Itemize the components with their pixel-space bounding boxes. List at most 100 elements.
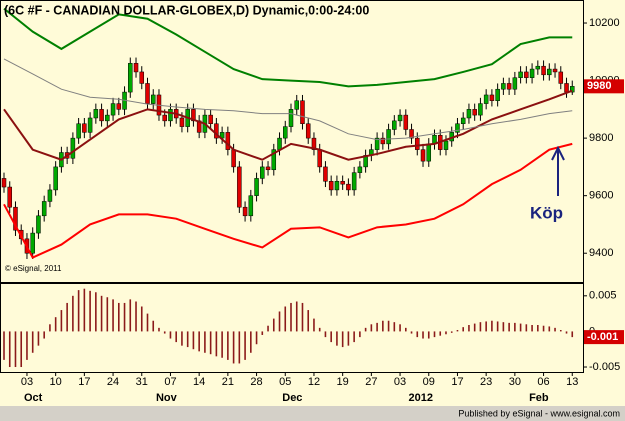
credit: © eSignal, 2011 xyxy=(5,264,62,273)
candle-body xyxy=(529,68,535,78)
x-tick-label: 09 xyxy=(423,376,435,388)
x-month-label: Nov xyxy=(156,392,178,404)
last-value-badge xyxy=(584,330,624,345)
chart-title: (6C #F - CANADIAN DOLLAR-GLOBEX,D) Dynam… xyxy=(4,3,369,17)
x-tick-label: 17 xyxy=(78,376,90,388)
candle-body xyxy=(351,172,357,191)
price-panel xyxy=(0,0,584,283)
candle-body xyxy=(512,77,518,90)
candle-body xyxy=(489,94,495,101)
candle-body xyxy=(139,71,145,84)
candle-body xyxy=(334,181,340,191)
last-value-label: 9980 xyxy=(587,80,611,92)
candle-body xyxy=(168,109,173,122)
candle-body xyxy=(403,114,409,130)
candle-body xyxy=(415,137,420,150)
candle-body xyxy=(53,166,58,191)
indicator-line xyxy=(3,89,573,161)
y-tick-label: 10200 xyxy=(589,17,620,29)
candle-body xyxy=(277,137,282,150)
x-tick-label: 19 xyxy=(337,376,349,388)
candle-body xyxy=(47,189,53,202)
candle-body xyxy=(397,114,403,122)
x-tick-label: 31 xyxy=(136,376,148,388)
candle-body xyxy=(248,195,254,217)
y-tick-label: 9600 xyxy=(589,190,613,202)
indicator-line xyxy=(3,58,573,141)
candle-body xyxy=(283,126,288,139)
y-tick-label: 9400 xyxy=(589,247,613,259)
candle-body xyxy=(443,140,449,150)
candle-body xyxy=(30,232,35,254)
candle-body xyxy=(99,109,104,122)
candle-body xyxy=(311,137,317,150)
x-tick-label: 07 xyxy=(164,376,176,388)
candle-body xyxy=(76,123,81,139)
candle-body xyxy=(340,181,345,185)
x-tick-label: 12 xyxy=(308,376,320,388)
x-tick-label: 28 xyxy=(250,376,262,388)
candle-body xyxy=(1,178,7,188)
y-tick-label: 0.005 xyxy=(589,290,617,302)
x-tick-label: 24 xyxy=(107,376,119,388)
candle-body xyxy=(558,71,564,84)
candle-body xyxy=(110,103,116,116)
candle-body xyxy=(82,123,87,133)
candle-body xyxy=(346,183,351,191)
x-tick-label: 03 xyxy=(394,376,406,388)
x-month-label: Dec xyxy=(282,392,302,404)
y-tick-label: -0.005 xyxy=(589,361,620,373)
candle-body xyxy=(133,63,139,73)
candle-body xyxy=(374,137,380,150)
x-tick-label: 06 xyxy=(537,376,549,388)
candle-body xyxy=(105,114,110,122)
candle-body xyxy=(36,215,41,234)
candle-body xyxy=(179,117,185,127)
candle-body xyxy=(409,129,414,139)
footer: Published by eSignal - www.esignal.com xyxy=(458,408,620,418)
x-tick-label: 23 xyxy=(480,376,492,388)
candle-body xyxy=(116,103,122,110)
candle-body xyxy=(483,94,489,104)
candle-body xyxy=(237,166,242,208)
candle-body xyxy=(191,109,196,122)
candle-body xyxy=(225,132,231,150)
candle-body xyxy=(420,149,426,162)
candle-body xyxy=(271,149,277,171)
candle-body xyxy=(547,68,552,76)
indicator-line xyxy=(3,142,573,259)
candle-body xyxy=(535,65,541,70)
candle-body xyxy=(323,166,328,182)
candle-body xyxy=(7,186,12,208)
candle-body xyxy=(93,109,99,119)
candle-body xyxy=(426,143,432,162)
candle-body xyxy=(150,94,156,104)
indicator-line xyxy=(3,7,573,88)
candle-body xyxy=(300,100,305,124)
x-month-label: 2012 xyxy=(409,392,433,404)
x-month-label: Feb xyxy=(529,392,549,404)
candle-body xyxy=(472,109,477,116)
x-tick-label: 21 xyxy=(222,376,234,388)
candle-body xyxy=(455,123,460,133)
candle-body xyxy=(13,206,18,231)
x-tick-label: 30 xyxy=(509,376,521,388)
y-tick-label: 9800 xyxy=(589,132,613,144)
candle-body xyxy=(208,114,213,124)
candle-body xyxy=(70,137,76,159)
candle-body xyxy=(145,83,150,104)
x-month-label: Oct xyxy=(24,392,43,404)
x-tick-label: 13 xyxy=(566,376,578,388)
candle-body xyxy=(41,201,47,217)
candle-body xyxy=(305,123,311,139)
candle-body xyxy=(386,129,391,145)
candle-body xyxy=(466,109,472,119)
candle-body xyxy=(564,83,569,93)
footer-bar xyxy=(0,406,625,421)
candle-body xyxy=(552,68,558,73)
candle-body xyxy=(506,83,512,90)
candle-body xyxy=(242,206,248,217)
candle-body xyxy=(328,181,334,191)
candle-body xyxy=(87,117,93,133)
